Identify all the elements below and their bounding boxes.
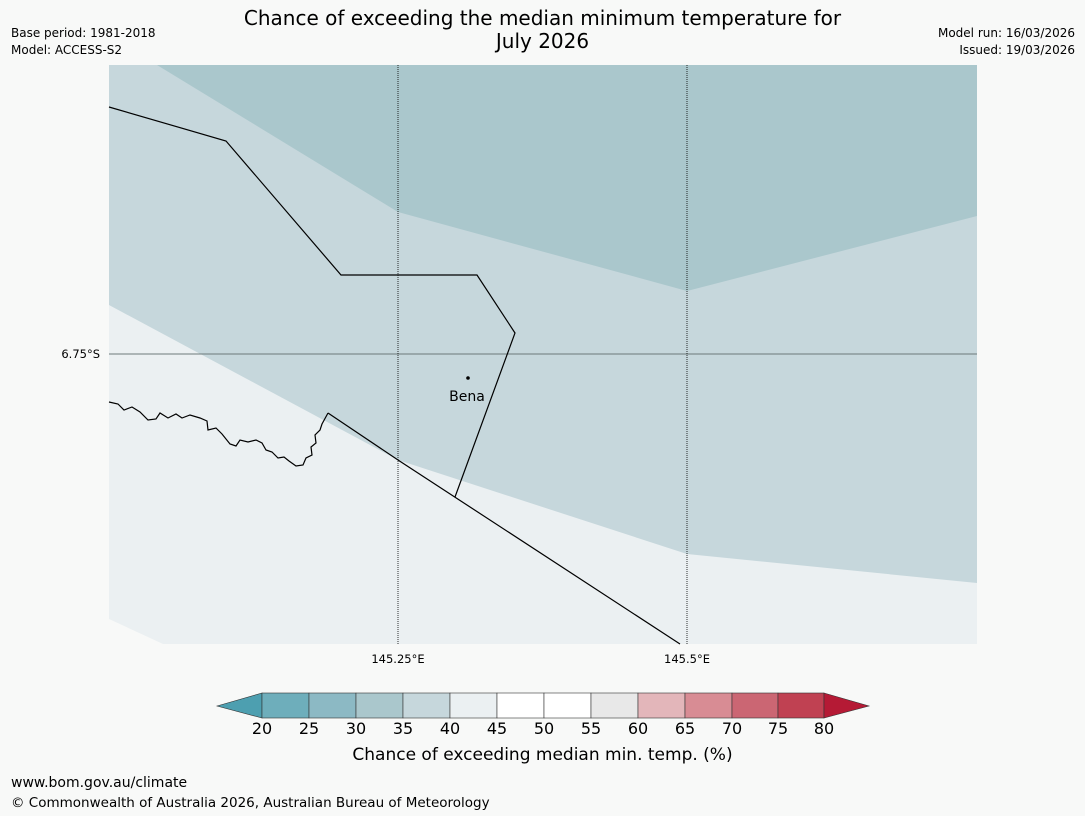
longitude-label-2: 145.5°E (664, 652, 710, 666)
latitude-label: 6.75°S (61, 347, 100, 361)
district-boundary (108, 106, 516, 498)
colorbar-tick: 65 (674, 719, 696, 738)
colorbar-cell-75-80 (777, 692, 825, 719)
colorbar (215, 692, 871, 719)
title-line-1: Chance of exceeding the median minimum t… (243, 6, 842, 30)
colorbar-tick: 20 (251, 719, 273, 738)
place-marker (466, 376, 470, 380)
colorbar-tick: 70 (721, 719, 743, 738)
colorbar-cell-25-30 (308, 692, 357, 719)
colorbar-cell-70-75 (731, 692, 779, 719)
colorbar-cell-30-35 (355, 692, 404, 719)
model-run: Model run: 16/03/2026 (937, 26, 1075, 40)
base-period: Base period: 1981-2018 (11, 26, 156, 40)
colorbar-extend-low (215, 692, 263, 719)
colorbar-tick: 80 (813, 719, 835, 738)
colorbar-tick: 25 (298, 719, 320, 738)
meta-left: Base period: 1981-2018 Model: ACCESS-S2 (11, 25, 156, 59)
map-title: Chance of exceeding the median minimum t… (0, 7, 1085, 53)
colorbar-cell-35-40 (402, 692, 451, 719)
colorbar-tick: 45 (486, 719, 508, 738)
footer-copyright: © Commonwealth of Australia 2026, Austra… (11, 795, 490, 811)
province-boundary (327, 412, 681, 645)
colorbar-tick: 35 (392, 719, 414, 738)
colorbar-tick: 40 (439, 719, 461, 738)
colorbar-label: Chance of exceeding median min. temp. (%… (352, 745, 733, 765)
colorbar-cell-60-65 (637, 692, 686, 719)
map-corner-fill (109, 619, 163, 644)
colorbar-tick: 75 (767, 719, 789, 738)
colorbar-cell-55-60 (590, 692, 639, 719)
colorbar-cell-40-45 (449, 692, 498, 719)
colorbar-tick: 50 (533, 719, 555, 738)
colorbar-tick: 60 (627, 719, 649, 738)
model-name: Model: ACCESS-S2 (11, 43, 123, 57)
longitude-label-1: 145.25°E (371, 652, 424, 666)
colorbar-cell-65-70 (684, 692, 733, 719)
colorbar-cell-20-25 (261, 692, 310, 719)
contour-30-35 (157, 65, 977, 291)
colorbar-tick: 55 (580, 719, 602, 738)
meta-right: Model run: 16/03/2026 Issued: 19/03/2026 (938, 25, 1075, 59)
colorbar-extend-high (823, 692, 871, 719)
place-label: Bena (449, 389, 485, 405)
colorbar-tick: 30 (345, 719, 367, 738)
river (108, 401, 329, 467)
map-area[interactable]: Bena (108, 65, 977, 645)
issued-date: Issued: 19/03/2026 (959, 43, 1075, 57)
colorbar-cell-45-50 (496, 692, 545, 719)
title-line-2: July 2026 (495, 29, 590, 53)
colorbar-cell-50-55 (543, 692, 592, 719)
footer-url[interactable]: www.bom.gov.au/climate (11, 775, 188, 791)
